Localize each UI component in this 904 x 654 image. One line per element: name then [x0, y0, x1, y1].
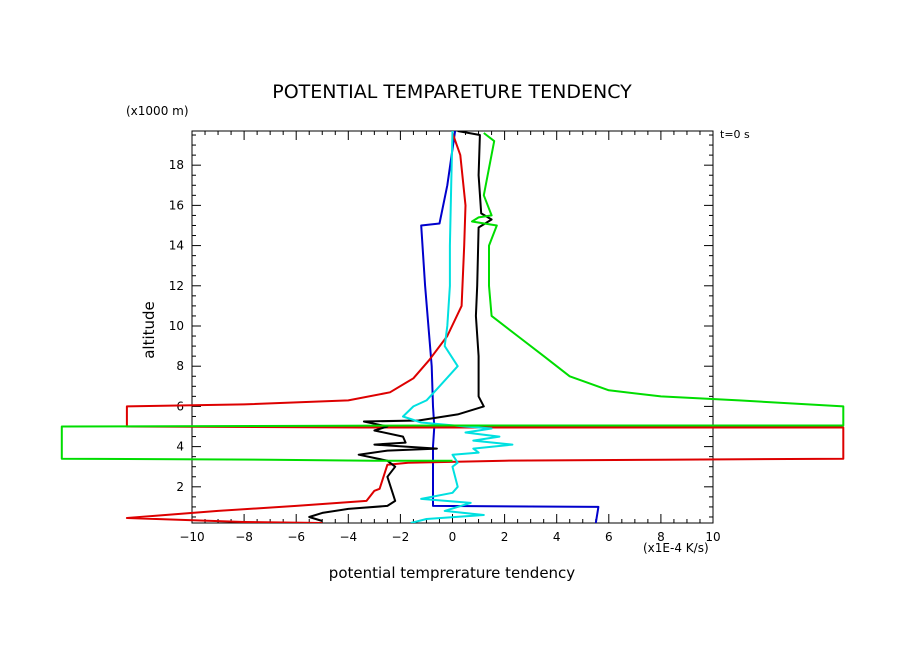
y-tick-label: 2 — [176, 480, 184, 494]
axis-ticks — [191, 131, 714, 523]
time-label: t=0 s — [720, 128, 750, 141]
x-tick-label: −2 — [392, 530, 410, 544]
x-tick-label: −8 — [235, 530, 253, 544]
x-tick-label: 8 — [657, 530, 665, 544]
series-line-cyan — [402, 131, 514, 523]
series-group — [60, 131, 845, 523]
chart-title: POTENTIAL TEMPARETURE TENDENCY — [272, 81, 632, 103]
x-tick-label: 4 — [553, 530, 561, 544]
y-tick-label: 8 — [176, 359, 184, 373]
series-line-blue — [420, 131, 600, 523]
x-tick-label: −6 — [287, 530, 305, 544]
series-line-red — [125, 132, 845, 523]
x-tick-label: −10 — [179, 530, 204, 544]
y-tick-label: 4 — [176, 440, 184, 454]
x-tick-label: −4 — [339, 530, 357, 544]
series-line-black — [308, 131, 493, 522]
x-tick-label: 2 — [501, 530, 509, 544]
y-unit-label: (x1000 m) — [126, 104, 189, 118]
y-axis-label: altitude — [140, 301, 158, 359]
x-unit-label: (x1E-4 K/s) — [643, 541, 709, 555]
series-line-green — [60, 132, 845, 462]
y-tick-label: 16 — [169, 198, 184, 212]
y-tick-label: 18 — [169, 158, 184, 172]
y-tick-label: 10 — [169, 319, 184, 333]
y-tick-label: 12 — [169, 279, 184, 293]
x-tick-label: 6 — [605, 530, 613, 544]
y-tick-label: 14 — [169, 239, 184, 253]
x-axis-label: potential temprerature tendency — [329, 564, 576, 582]
x-tick-label: 0 — [449, 530, 457, 544]
x-tick-label: 10 — [705, 530, 720, 544]
